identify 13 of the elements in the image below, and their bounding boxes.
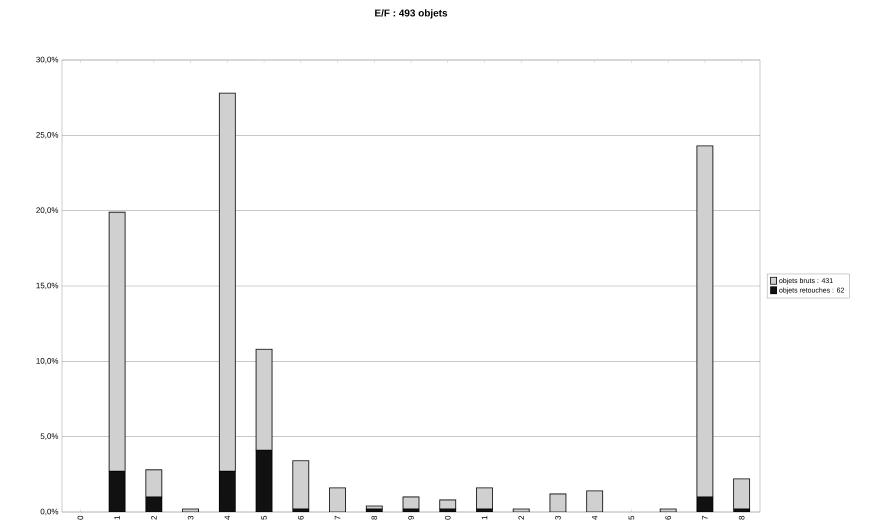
bar — [292, 460, 310, 510]
chart-title: E/F : 493 objets — [375, 9, 448, 18]
bar — [218, 92, 236, 472]
bar — [733, 478, 750, 510]
bar — [256, 348, 272, 451]
bar — [145, 469, 162, 498]
bar — [218, 470, 236, 512]
bar — [696, 145, 714, 498]
bar — [256, 450, 272, 512]
bar — [145, 496, 162, 512]
bar — [108, 470, 126, 512]
bar — [108, 212, 126, 472]
bar — [586, 490, 604, 512]
